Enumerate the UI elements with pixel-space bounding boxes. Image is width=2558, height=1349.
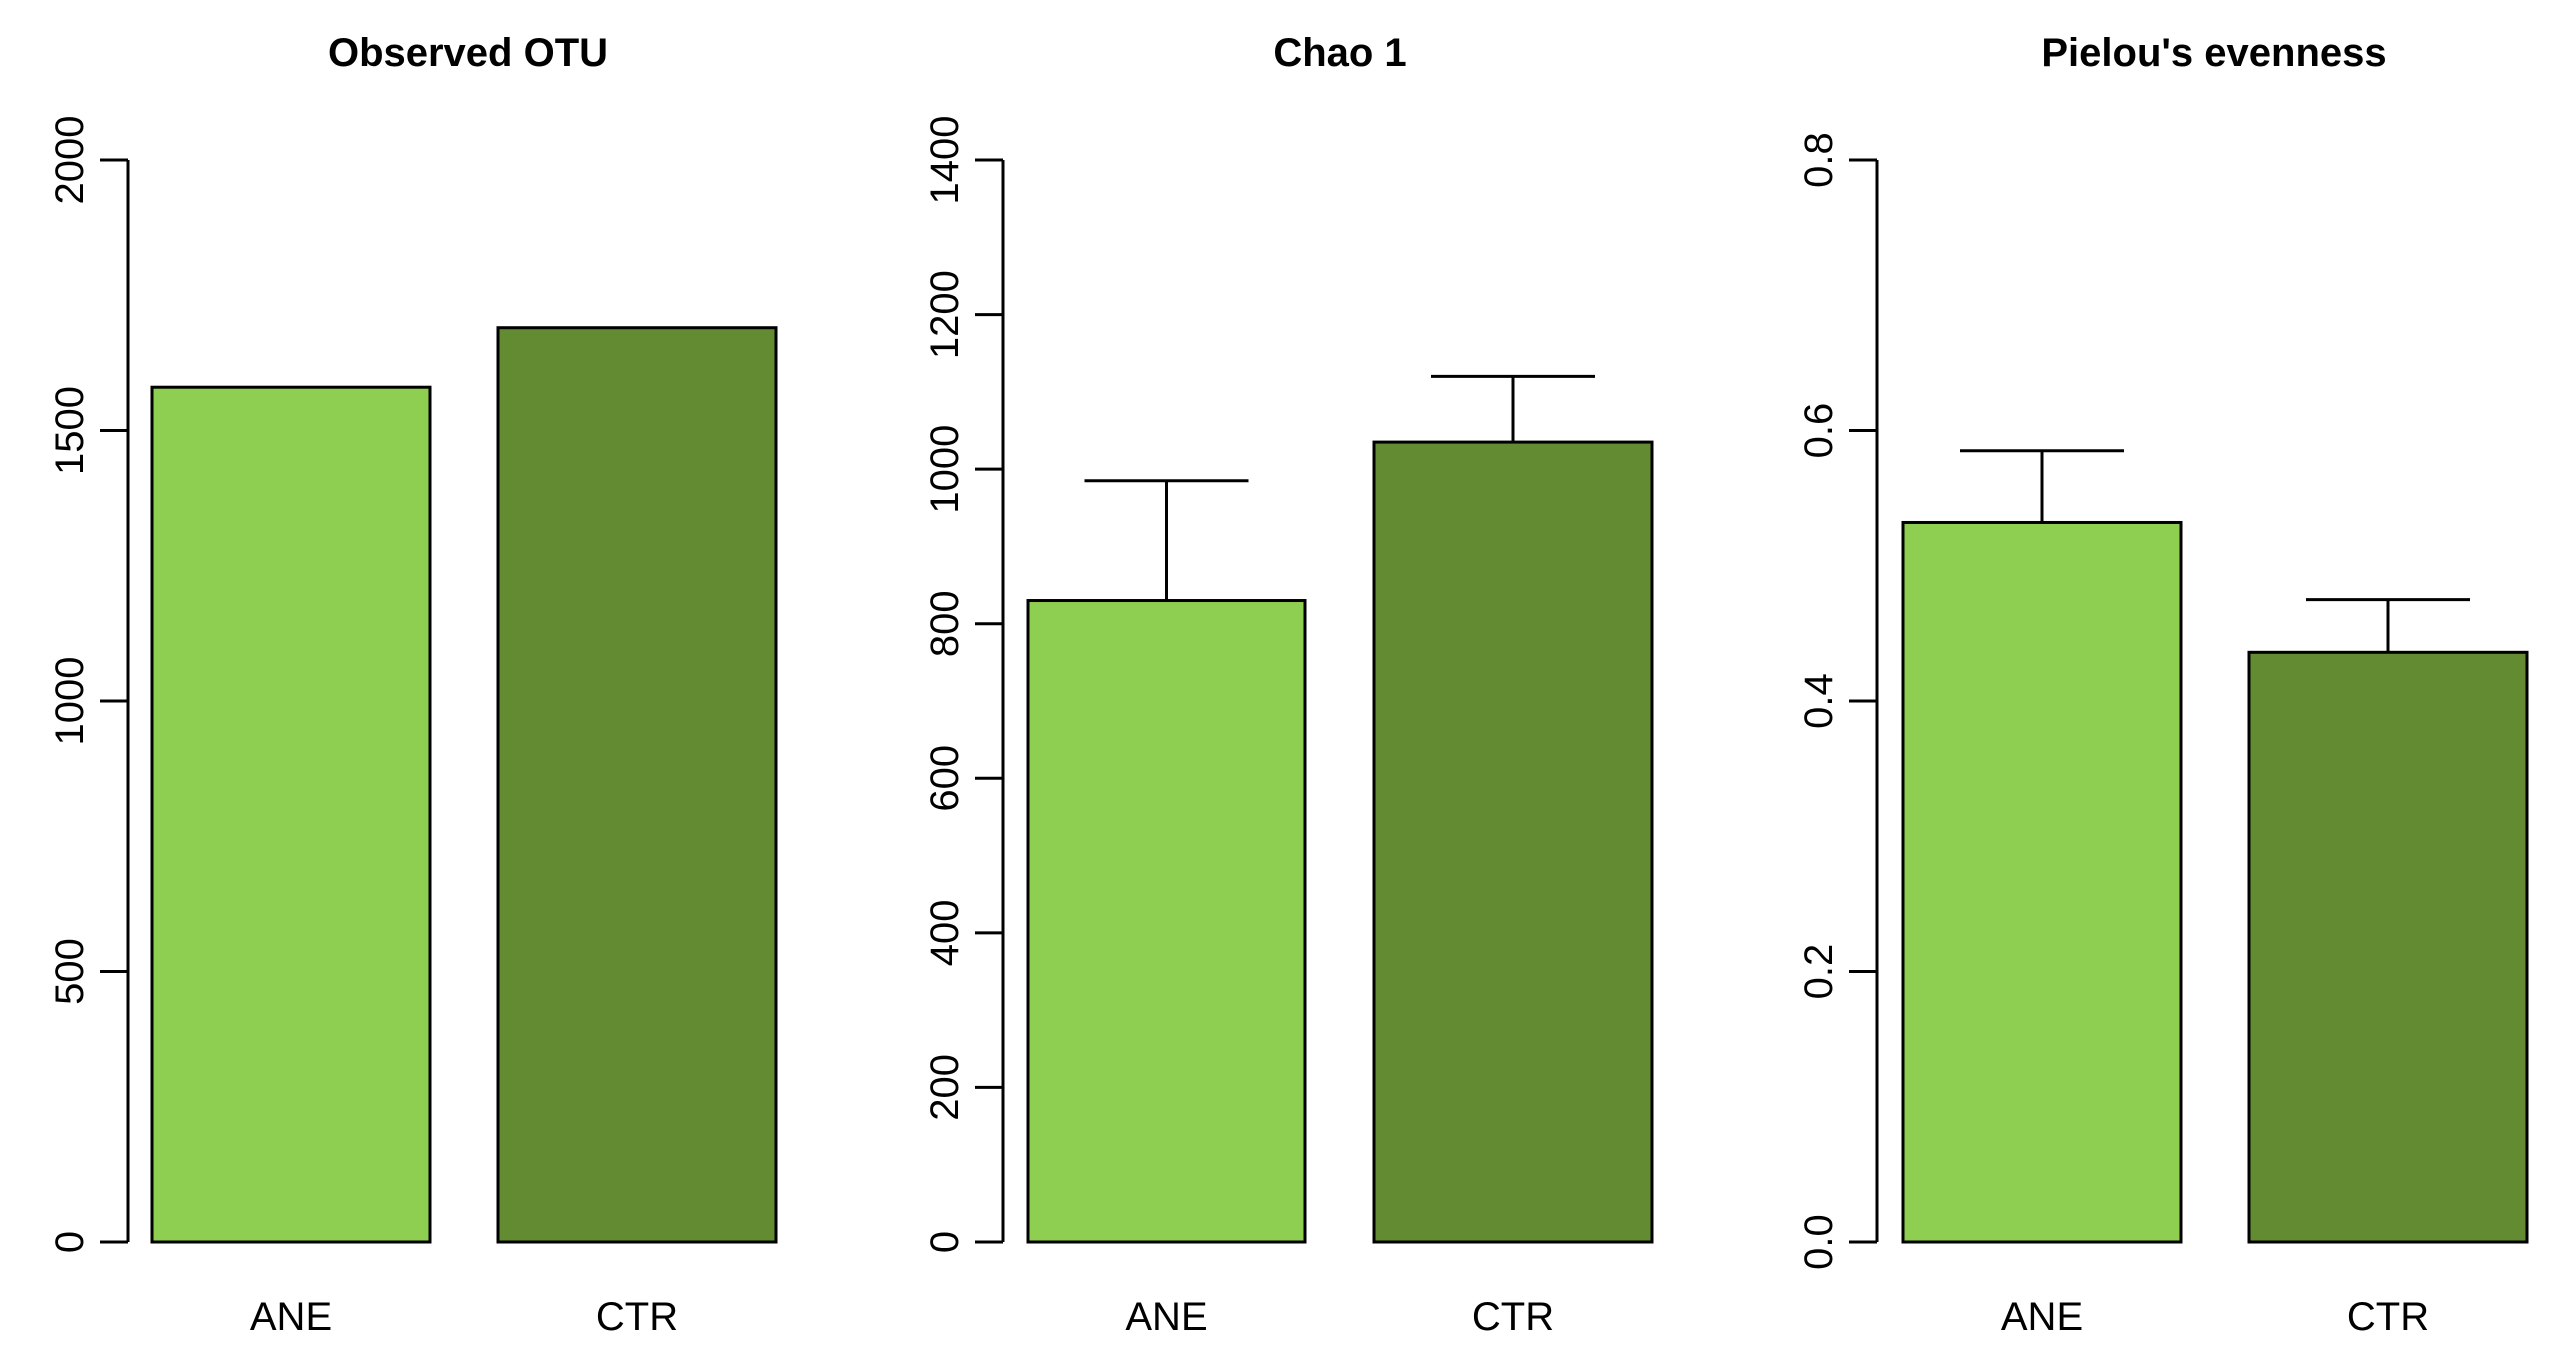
panel-pielou-evenness: Pielou's evenness 0.0 0.2 0.4 0.6 0.8 ANE CTR [1797, 31, 2529, 1339]
y-tick-label: 0 [48, 1231, 92, 1253]
chart-title: Chao 1 [1273, 31, 1406, 75]
y-tick-label: 0.6 [1797, 403, 1841, 459]
chart-title: Observed OTU [328, 31, 608, 75]
category-label-ctr: CTR [2347, 1295, 2429, 1339]
chart-title: Pielou's evenness [2041, 31, 2386, 75]
y-tick-label: 200 [923, 1054, 967, 1121]
category-label-ane: ANE [1125, 1295, 1207, 1339]
category-label-ctr: CTR [1472, 1295, 1554, 1339]
y-tick-label: 2000 [48, 116, 92, 205]
y-tick-label: 1400 [923, 116, 967, 205]
y-tick-label: 1200 [923, 270, 967, 359]
bar-ane [1901, 520, 2183, 1244]
y-tick-label: 600 [923, 745, 967, 812]
y-tick-label: 0.0 [1797, 1214, 1841, 1270]
y-tick-label: 0.2 [1797, 944, 1841, 1000]
bar-ane [1026, 599, 1307, 1244]
category-label-ane: ANE [250, 1295, 332, 1339]
y-tick-label: 0.4 [1797, 673, 1841, 729]
bar-ctr [496, 326, 778, 1244]
y-tick-label: 400 [923, 899, 967, 966]
y-tick-label: 0.8 [1797, 132, 1841, 188]
panel-chao1: Chao 1 0 200 400 600 800 1000 1200 1400 ANE CTR [923, 31, 1654, 1339]
bar-ctr [1372, 440, 1654, 1244]
y-tick-label: 500 [48, 938, 92, 1005]
y-tick-label: 800 [923, 590, 967, 657]
y-tick-label: 0 [923, 1231, 967, 1253]
category-label-ctr: CTR [596, 1295, 678, 1339]
y-tick-label: 1000 [48, 657, 92, 746]
bar-ane [150, 385, 432, 1244]
y-tick-label: 1500 [48, 386, 92, 475]
y-tick-label: 1000 [923, 425, 967, 514]
panel-observed-otu: Observed OTU 0 500 1000 1500 2000 ANE CTR [48, 31, 778, 1339]
category-label-ane: ANE [2001, 1295, 2083, 1339]
bar-ctr [2247, 650, 2529, 1244]
